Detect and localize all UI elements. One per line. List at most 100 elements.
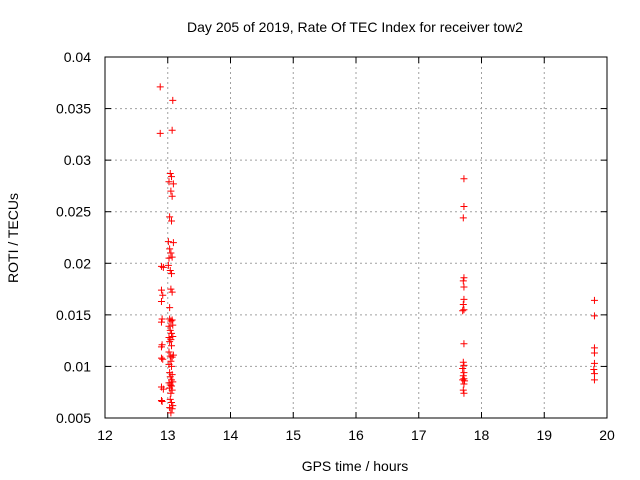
- data-point: [461, 377, 469, 385]
- y-tick-label: 0.01: [64, 358, 91, 374]
- data-point: [166, 213, 174, 221]
- data-point: [459, 214, 467, 222]
- data-point: [169, 239, 177, 247]
- data-point: [168, 362, 176, 370]
- data-point: [168, 192, 176, 200]
- grid-lines: [105, 57, 607, 418]
- data-point: [590, 312, 598, 320]
- data-point: [159, 263, 167, 271]
- data-point: [168, 342, 176, 350]
- data-point: [158, 397, 166, 405]
- data-point: [167, 409, 175, 417]
- data-point: [165, 254, 173, 262]
- data-point: [459, 277, 467, 285]
- data-point: [166, 381, 174, 389]
- data-point: [167, 389, 175, 397]
- data-point: [156, 83, 164, 91]
- data-point: [165, 348, 173, 356]
- data-point: [166, 304, 174, 312]
- data-point: [167, 317, 175, 325]
- data-point: [460, 274, 468, 282]
- data-point: [459, 376, 467, 384]
- data-point: [459, 372, 467, 380]
- y-tick-label: 0.03: [64, 152, 91, 168]
- x-tick-label: 19: [536, 427, 552, 443]
- data-point: [157, 286, 165, 294]
- data-point: [460, 295, 468, 303]
- data-point: [460, 306, 468, 314]
- data-point: [168, 399, 176, 407]
- data-point: [590, 376, 598, 384]
- data-point: [166, 373, 174, 381]
- data-point: [166, 170, 174, 178]
- y-tick-label: 0.02: [64, 255, 91, 271]
- data-points: [156, 83, 598, 417]
- data-point: [164, 238, 172, 246]
- data-point: [169, 333, 177, 341]
- x-tick-label: 13: [160, 427, 176, 443]
- data-point: [460, 340, 468, 348]
- x-axis-label: GPS time / hours: [302, 458, 409, 474]
- data-point: [167, 249, 175, 257]
- y-tick-label: 0.025: [56, 204, 91, 220]
- data-point: [157, 396, 165, 404]
- data-point: [168, 288, 176, 296]
- data-point: [166, 338, 174, 346]
- data-point: [168, 270, 176, 278]
- data-point: [157, 297, 165, 305]
- axis-ticks: [104, 56, 608, 419]
- data-point: [168, 316, 176, 324]
- y-tick-label: 0.035: [56, 101, 91, 117]
- y-tick-labels: 0.005 0.01 0.015 0.02 0.025 0.03 0.035 0.04: [56, 49, 91, 426]
- data-point: [166, 267, 174, 275]
- x-tick-label: 16: [348, 427, 364, 443]
- data-point: [590, 366, 598, 374]
- data-point: [460, 380, 468, 388]
- data-point: [157, 262, 165, 270]
- x-tick-label: 20: [599, 427, 615, 443]
- data-point: [460, 203, 468, 211]
- data-point: [459, 386, 467, 394]
- data-point: [590, 349, 598, 357]
- data-point: [158, 315, 166, 323]
- data-point: [157, 343, 165, 351]
- data-point: [590, 370, 598, 378]
- y-tick-label: 0.015: [56, 307, 91, 323]
- data-point: [459, 301, 467, 309]
- data-point: [169, 351, 177, 359]
- data-point: [166, 245, 174, 253]
- data-point: [460, 389, 468, 397]
- x-tick-label: 14: [223, 427, 239, 443]
- data-point: [459, 364, 467, 372]
- data-point: [159, 385, 167, 393]
- data-point: [168, 217, 176, 225]
- data-point: [168, 386, 176, 394]
- y-axis-label: ROTI / TECUs: [5, 193, 21, 283]
- x-tick-label: 12: [97, 427, 113, 443]
- data-point: [168, 405, 176, 413]
- x-tick-label: 15: [285, 427, 301, 443]
- data-point: [168, 329, 176, 337]
- data-point: [590, 296, 598, 304]
- data-point: [167, 285, 175, 293]
- data-point: [159, 355, 167, 363]
- y-tick-label: 0.04: [64, 49, 91, 65]
- x-tick-label: 17: [411, 427, 427, 443]
- data-point: [159, 291, 167, 299]
- data-point: [165, 322, 173, 330]
- data-point: [460, 361, 468, 369]
- data-point: [157, 318, 165, 326]
- data-point: [459, 358, 467, 366]
- data-point: [167, 357, 175, 365]
- chart-title: Day 205 of 2019, Rate Of TEC Index for r…: [187, 19, 523, 35]
- data-point: [460, 369, 468, 377]
- data-point: [169, 180, 177, 188]
- data-point: [156, 129, 164, 137]
- data-point: [169, 321, 177, 329]
- data-point: [460, 175, 468, 183]
- data-point: [590, 359, 598, 367]
- x-tick-label: 18: [474, 427, 490, 443]
- data-point: [166, 326, 174, 334]
- data-point: [165, 178, 173, 186]
